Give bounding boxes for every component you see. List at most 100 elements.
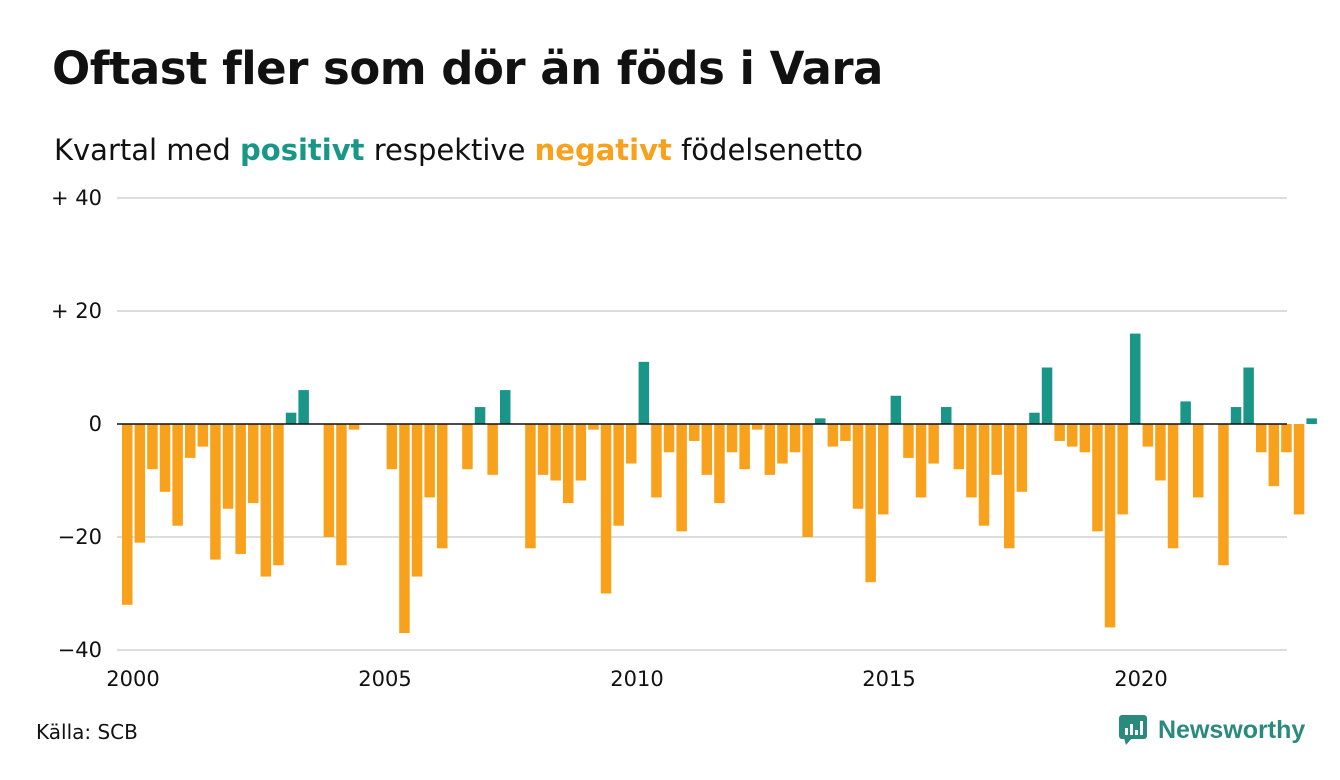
bar	[689, 424, 700, 441]
bar	[500, 390, 511, 424]
bar	[1155, 424, 1166, 481]
bar	[134, 424, 146, 543]
bar	[147, 424, 158, 470]
bar	[663, 424, 675, 453]
bar	[575, 424, 587, 481]
bar	[1306, 418, 1317, 424]
bar	[197, 424, 209, 447]
bar	[1218, 424, 1229, 566]
bar	[1029, 412, 1040, 424]
subtitle-positive-word: positivt	[240, 133, 365, 167]
bar	[802, 424, 813, 537]
brand-logo: Newsworthy	[1118, 714, 1305, 746]
x-tick-label: 2005	[358, 667, 411, 691]
bar	[726, 424, 738, 453]
bar	[827, 424, 839, 447]
subtitle-suffix: födelsenetto	[681, 133, 863, 167]
bar	[462, 424, 473, 470]
bar	[903, 424, 914, 458]
bar	[1256, 424, 1267, 453]
subtitle-middle: respektive	[373, 133, 526, 167]
x-tick-labels: 2000 2005 2010 2015 2020	[106, 667, 1167, 691]
y-tick-labels: + 40 + 20 0 −20 −40	[51, 186, 102, 662]
bar	[550, 424, 561, 481]
bar	[537, 424, 549, 475]
bar	[122, 424, 133, 605]
y-tick-label: 0	[89, 412, 102, 436]
brand-name: Newsworthy	[1158, 715, 1306, 744]
bar	[1092, 424, 1103, 532]
subtitle-prefix: Kvartal med	[54, 133, 231, 167]
bar	[1016, 424, 1028, 492]
bars	[122, 333, 1317, 634]
bar	[1193, 424, 1204, 498]
bar	[915, 424, 927, 498]
bar	[1293, 424, 1305, 515]
bar	[714, 424, 725, 504]
bar	[1243, 367, 1254, 424]
subtitle-negative-word: negativt	[534, 133, 672, 167]
bar	[185, 424, 196, 458]
bar	[676, 424, 687, 532]
bar	[1130, 333, 1141, 424]
chart-title: Oftast fler som dör än föds i Vara	[52, 42, 883, 95]
bar	[928, 424, 939, 464]
bar	[563, 424, 574, 504]
bar	[815, 418, 826, 424]
y-tick-label: + 40	[51, 186, 102, 210]
bar	[588, 424, 599, 430]
bar	[878, 424, 889, 515]
source-note: Källa: SCB	[36, 720, 138, 744]
bar	[1230, 407, 1242, 424]
bar	[978, 424, 990, 526]
x-tick-label: 2020	[1114, 667, 1167, 691]
bar	[487, 424, 498, 475]
bar	[424, 424, 435, 498]
bar	[852, 424, 864, 509]
bar	[752, 424, 763, 430]
bar	[386, 424, 398, 470]
bar	[941, 407, 952, 424]
bar	[840, 424, 851, 441]
bar	[260, 424, 272, 577]
bar	[600, 424, 612, 594]
bar	[1268, 424, 1280, 487]
bar	[1079, 424, 1091, 453]
x-tick-label: 2010	[610, 667, 663, 691]
bar	[764, 424, 776, 475]
bar	[210, 424, 221, 560]
y-tick-label: + 20	[51, 299, 102, 323]
bar	[1117, 424, 1128, 515]
bar	[222, 424, 234, 509]
bar	[172, 424, 183, 526]
bar	[626, 424, 637, 464]
bar	[966, 424, 977, 498]
bar	[651, 424, 662, 498]
x-tick-label: 2015	[862, 667, 915, 691]
newsworthy-logo-icon	[1119, 715, 1147, 745]
bar	[437, 424, 448, 549]
bar	[789, 424, 801, 453]
bar	[1180, 401, 1191, 424]
bar	[336, 424, 347, 566]
bar	[235, 424, 246, 554]
gridlines	[117, 197, 1287, 651]
y-tick-label: −20	[58, 525, 102, 549]
bar	[739, 424, 750, 470]
bar	[323, 424, 335, 537]
bar	[159, 424, 171, 492]
x-tick-label: 2000	[106, 667, 159, 691]
bar	[1142, 424, 1154, 447]
bar	[638, 361, 650, 424]
bar	[248, 424, 259, 504]
bar	[1004, 424, 1015, 549]
bar	[1041, 367, 1053, 424]
bar	[399, 424, 410, 634]
bar	[777, 424, 788, 464]
bar	[525, 424, 536, 549]
bar	[1167, 424, 1179, 549]
bar	[1054, 424, 1065, 441]
bar	[890, 395, 902, 424]
chart-subtitle: Kvartal med positivt respektive negativt…	[54, 133, 863, 167]
